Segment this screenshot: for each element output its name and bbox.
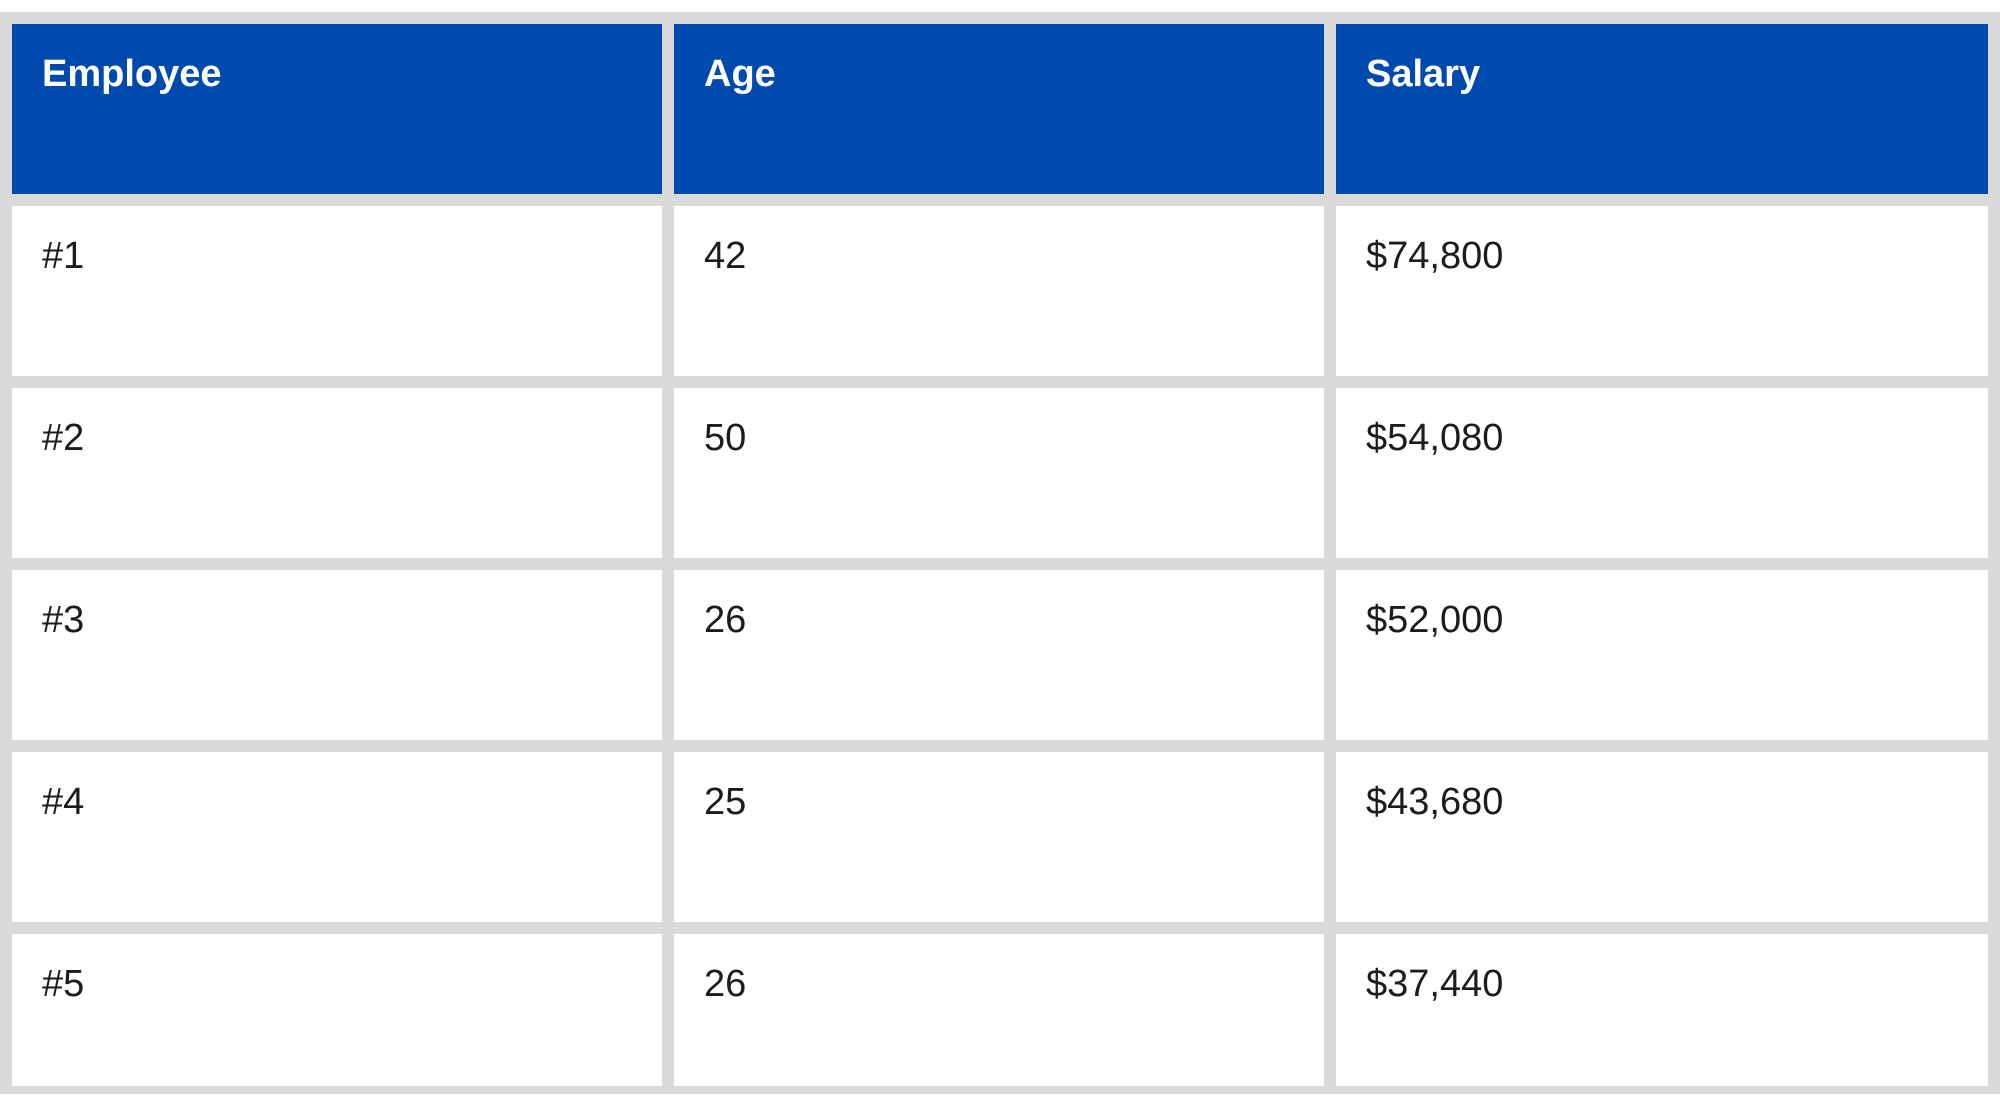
cell-age: 50 bbox=[674, 388, 1324, 558]
header-age: Age bbox=[674, 24, 1324, 194]
cell-salary: $74,800 bbox=[1336, 206, 1988, 376]
cell-salary: $43,680 bbox=[1336, 752, 1988, 922]
employee-table: Employee Age Salary #1 42 $74,800 #2 50 … bbox=[0, 12, 2000, 1094]
cell-salary: $54,080 bbox=[1336, 388, 1988, 558]
header-salary: Salary bbox=[1336, 24, 1988, 194]
cell-salary: $52,000 bbox=[1336, 570, 1988, 740]
cell-employee: #4 bbox=[12, 752, 662, 922]
cell-age: 26 bbox=[674, 934, 1324, 1086]
header-employee: Employee bbox=[12, 24, 662, 194]
cell-age: 26 bbox=[674, 570, 1324, 740]
cell-employee: #5 bbox=[12, 934, 662, 1086]
cell-employee: #1 bbox=[12, 206, 662, 376]
cell-age: 42 bbox=[674, 206, 1324, 376]
cell-employee: #2 bbox=[12, 388, 662, 558]
cell-employee: #3 bbox=[12, 570, 662, 740]
cell-salary: $37,440 bbox=[1336, 934, 1988, 1086]
cell-age: 25 bbox=[674, 752, 1324, 922]
